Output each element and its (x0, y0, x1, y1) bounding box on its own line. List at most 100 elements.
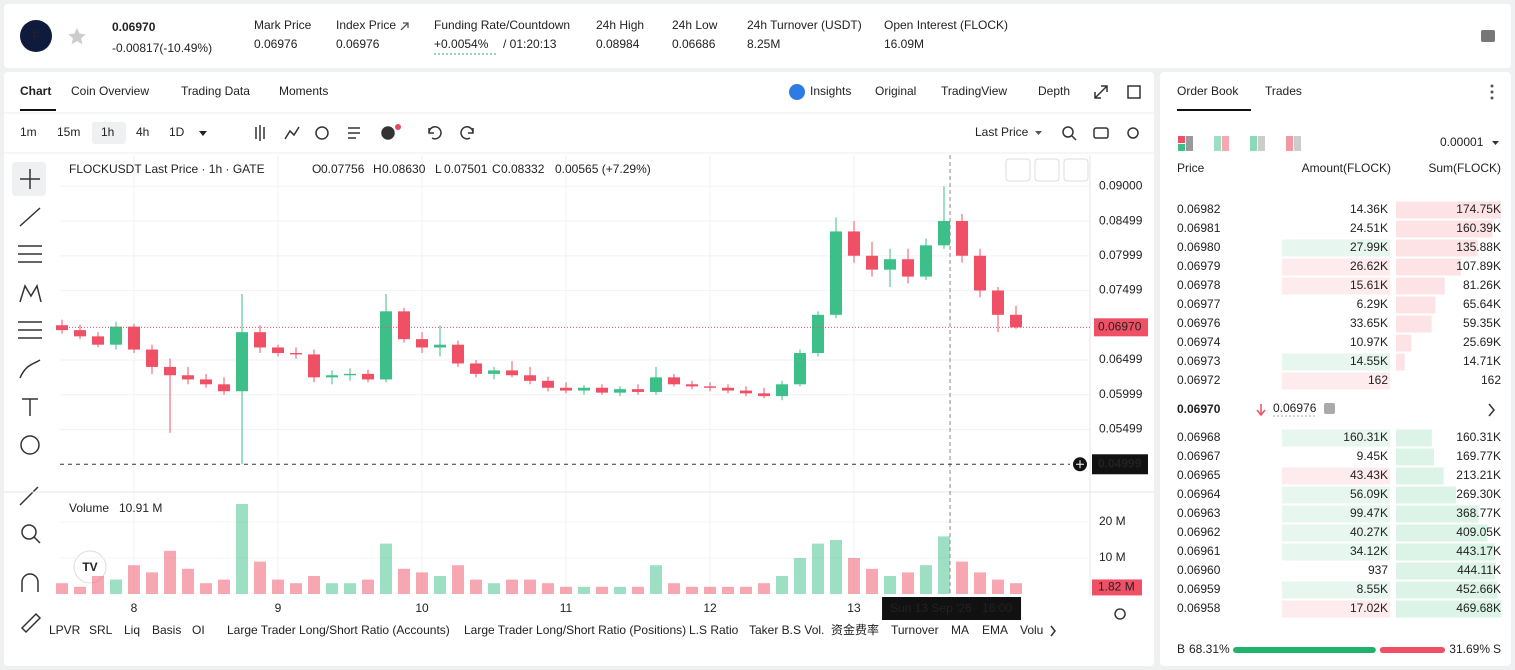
dropdown-caret[interactable] (199, 131, 207, 136)
trades-tab[interactable]: Trades (1265, 84, 1302, 98)
indicator[interactable]: SRL (89, 623, 113, 637)
depth-bar (1396, 239, 1478, 257)
book-price[interactable]: 0.06965 (1177, 468, 1221, 482)
book-amount: 27.99K (1350, 240, 1388, 254)
chart-tab[interactable]: Trading Data (181, 84, 250, 98)
candle-body (254, 332, 267, 348)
depth-bar (1396, 296, 1436, 314)
view-tab[interactable]: Depth (1038, 84, 1070, 98)
candle-body (703, 386, 716, 388)
insights-icon[interactable] (789, 84, 805, 100)
volume-bar (937, 536, 950, 594)
chart-tab[interactable]: Coin Overview (71, 84, 149, 98)
indicator[interactable]: Large Trader Long/Short Ratio (Positions… (464, 623, 686, 637)
indicator[interactable]: Volu (1020, 623, 1043, 637)
book-price[interactable]: 0.06978 (1177, 278, 1221, 292)
book-price[interactable]: 0.06982 (1177, 202, 1221, 216)
ratio-sell: 31.69% (1449, 642, 1490, 656)
depth-bar (1396, 505, 1479, 523)
ratio-buy-bar (1233, 647, 1376, 653)
interval[interactable]: 1h (101, 125, 114, 139)
volume-bar (560, 586, 573, 594)
book-price[interactable]: 0.06962 (1177, 525, 1221, 539)
toolbar-icons[interactable] (255, 125, 1139, 141)
stat-value[interactable]: +0.0054% (434, 37, 489, 51)
stat-label: 24h Low (672, 18, 718, 32)
notes-icon[interactable] (1481, 30, 1495, 42)
book-amount: 10.97K (1350, 335, 1388, 349)
indicator[interactable]: EMA (982, 623, 1008, 637)
settings-icon[interactable] (1114, 608, 1126, 620)
expand-icon[interactable] (1094, 85, 1108, 99)
book-price[interactable]: 0.06963 (1177, 506, 1221, 520)
interval[interactable]: 1m (20, 125, 37, 139)
chart-tab[interactable]: Chart (20, 84, 51, 98)
book-price[interactable]: 0.06980 (1177, 240, 1221, 254)
favorite-star[interactable] (68, 28, 86, 45)
indicator[interactable]: 资金费率 (831, 622, 879, 637)
book-price[interactable]: 0.06977 (1177, 297, 1221, 311)
interval[interactable]: 15m (57, 125, 80, 139)
chart-button[interactable] (1034, 158, 1060, 182)
book-price[interactable]: 0.06968 (1177, 430, 1221, 444)
view-tab[interactable]: TradingView (941, 84, 1007, 98)
volume-bar (218, 579, 231, 594)
dropdown-caret[interactable] (1035, 131, 1042, 135)
book-price[interactable]: 0.06979 (1177, 259, 1221, 273)
indicator[interactable]: Basis (152, 623, 181, 637)
precision[interactable]: 0.00001 (1440, 135, 1484, 149)
indicator[interactable]: L.S Ratio (689, 623, 739, 637)
book-price[interactable]: 0.06959 (1177, 582, 1221, 596)
book-price[interactable]: 0.06976 (1177, 316, 1221, 330)
chevron[interactable] (1488, 403, 1495, 417)
book-price[interactable]: 0.06974 (1177, 335, 1221, 349)
orderbook-tab[interactable]: Order Book (1177, 84, 1239, 98)
scroll-arrow[interactable] (1050, 625, 1056, 637)
logo[interactable] (20, 20, 52, 52)
indicator[interactable]: Turnover (891, 623, 939, 637)
indicator[interactable]: Liq (124, 623, 140, 637)
book-price[interactable]: 0.06960 (1177, 563, 1221, 577)
chart-tab[interactable]: Moments (279, 84, 328, 98)
book-price[interactable]: 0.06958 (1177, 601, 1221, 615)
chart-button[interactable] (1005, 158, 1031, 182)
price-source[interactable]: Last Price (975, 125, 1029, 139)
volume-bar (164, 550, 177, 594)
book-amount: 34.12K (1350, 544, 1388, 558)
indicator[interactable]: LPVR (49, 623, 81, 637)
book-price[interactable]: 0.06967 (1177, 449, 1221, 463)
book-price[interactable]: 0.06981 (1177, 221, 1221, 235)
book-price[interactable]: 0.06973 (1177, 354, 1221, 368)
candle-body (829, 231, 842, 315)
indicator[interactable]: Large Trader Long/Short Ratio (Accounts) (227, 623, 450, 637)
interval[interactable]: 1D (169, 125, 185, 139)
dropdown-caret[interactable] (1492, 141, 1499, 145)
chart-panel (4, 72, 1154, 666)
volume-bar (847, 558, 860, 594)
tv-logo[interactable] (73, 550, 107, 584)
drawing-tools[interactable] (18, 169, 42, 634)
window-icon[interactable] (1127, 85, 1141, 99)
volume-bar (542, 583, 555, 594)
candle-body (470, 363, 483, 374)
book-sum: 409.05K (1456, 525, 1501, 539)
book-price[interactable]: 0.06961 (1177, 544, 1221, 558)
depth-bar (1396, 201, 1501, 219)
book-price[interactable]: 0.06964 (1177, 487, 1221, 501)
volume-bar (416, 572, 429, 594)
volume-bar (200, 583, 213, 594)
depth-mode-icons[interactable] (1178, 136, 1301, 151)
indicator[interactable]: OI (192, 623, 205, 637)
menu-dots[interactable] (1490, 84, 1494, 100)
candle-body (344, 373, 357, 376)
indicator[interactable]: Taker B.S Vol. (749, 623, 824, 637)
volume-bar (901, 572, 914, 594)
depth-bar (1396, 562, 1496, 580)
view-tab[interactable]: Original (875, 84, 916, 98)
indicator[interactable]: MA (951, 623, 969, 637)
chart-button[interactable] (1063, 158, 1089, 182)
book-price[interactable]: 0.06972 (1177, 373, 1221, 387)
view-tab[interactable]: Insights (810, 84, 851, 98)
candle-body (649, 377, 662, 392)
interval[interactable]: 4h (136, 125, 149, 139)
